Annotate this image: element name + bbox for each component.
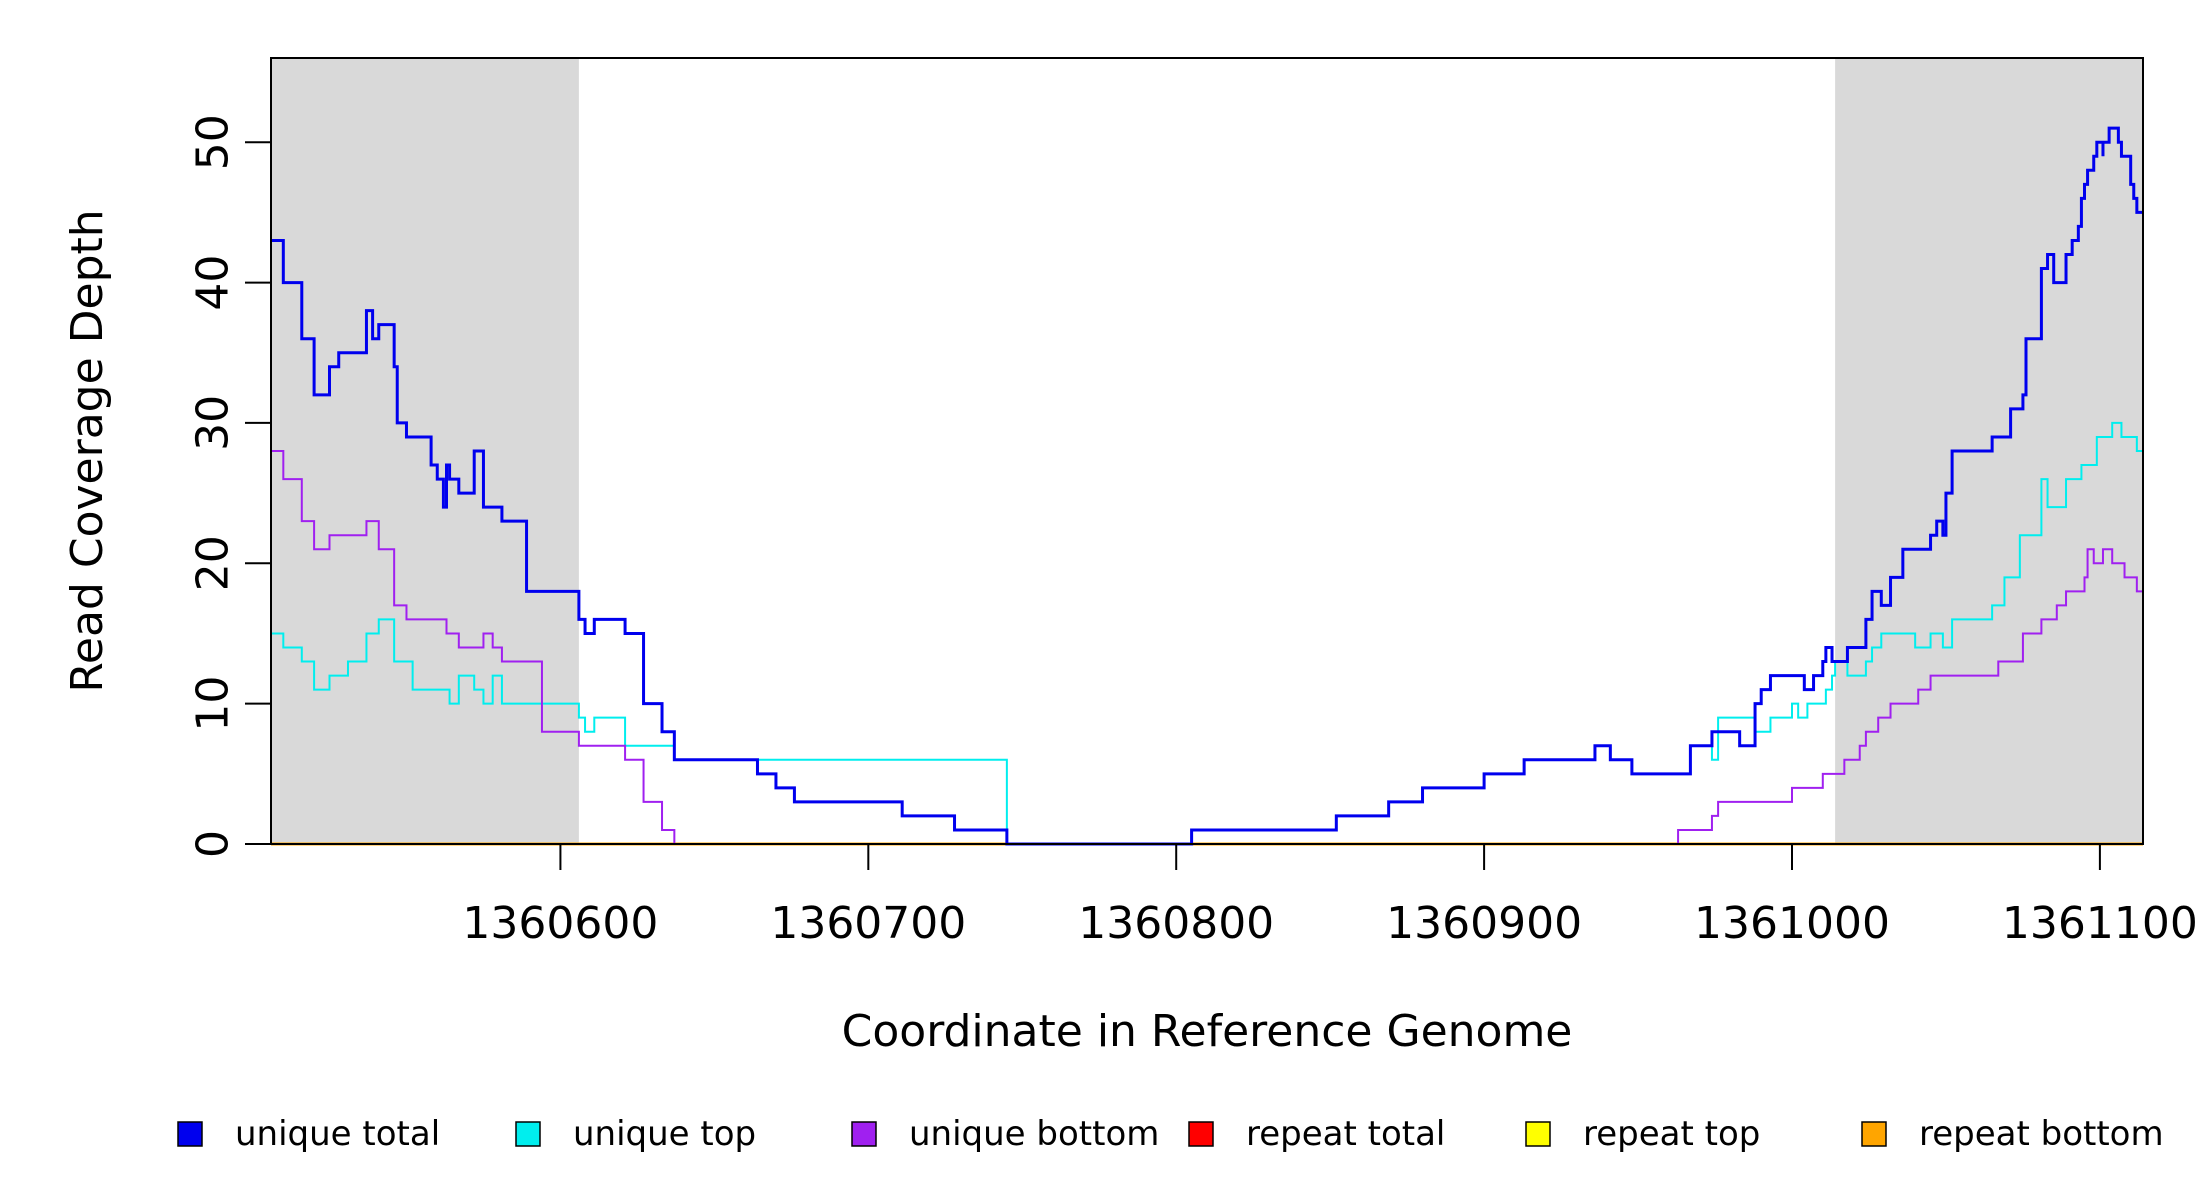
y-tick-label: 30	[188, 395, 239, 451]
legend-swatch-repeat-bottom	[1861, 1121, 1887, 1147]
x-tick-label: 1361000	[1694, 898, 1890, 949]
y-axis-title: Read Coverage Depth	[62, 209, 113, 692]
legend-label-unique-total: unique total	[235, 1114, 440, 1154]
x-tick-label: 1360600	[462, 898, 658, 949]
legend-swatch-repeat-top	[1525, 1121, 1551, 1147]
y-tick-label: 0	[188, 830, 239, 858]
legend-label-unique-bottom: unique bottom	[909, 1114, 1159, 1154]
y-tick-label: 40	[188, 255, 239, 311]
shaded-region-0	[271, 58, 579, 844]
y-axis: 0 10 20 30 40 50	[188, 114, 271, 858]
legend-swatch-unique-top	[515, 1121, 541, 1147]
legend-label-repeat-total: repeat total	[1246, 1114, 1445, 1154]
legend-swatch-repeat-total	[1188, 1121, 1214, 1147]
legend-label-unique-top: unique top	[573, 1114, 756, 1154]
series-line-unique-total	[271, 126, 2143, 846]
x-axis: 1360600 1360700 1360800 1360900 1361000 13611…	[462, 844, 2198, 949]
legend-swatch-unique-total	[177, 1121, 203, 1147]
shaded-regions	[271, 58, 2143, 844]
x-tick-label: 1360900	[1386, 898, 1582, 949]
x-tick-label: 1360700	[770, 898, 966, 949]
plot-frame	[270, 57, 2144, 845]
legend-label-repeat-top: repeat top	[1583, 1114, 1760, 1154]
x-tick-label: 1361100	[2002, 898, 2198, 949]
x-axis-title: Coordinate in Reference Genome	[842, 1006, 1573, 1057]
x-tick-label: 1360800	[1078, 898, 1274, 949]
y-tick-label: 10	[188, 676, 239, 732]
series-line-unique-bottom	[271, 450, 2143, 845]
y-tick-label: 20	[188, 535, 239, 591]
legend-swatch-unique-bottom	[851, 1121, 877, 1147]
legend-label-repeat-bottom: repeat bottom	[1919, 1114, 2164, 1154]
y-tick-label: 50	[188, 114, 239, 170]
legend: unique total unique top unique bottom repea…	[177, 1114, 2164, 1154]
